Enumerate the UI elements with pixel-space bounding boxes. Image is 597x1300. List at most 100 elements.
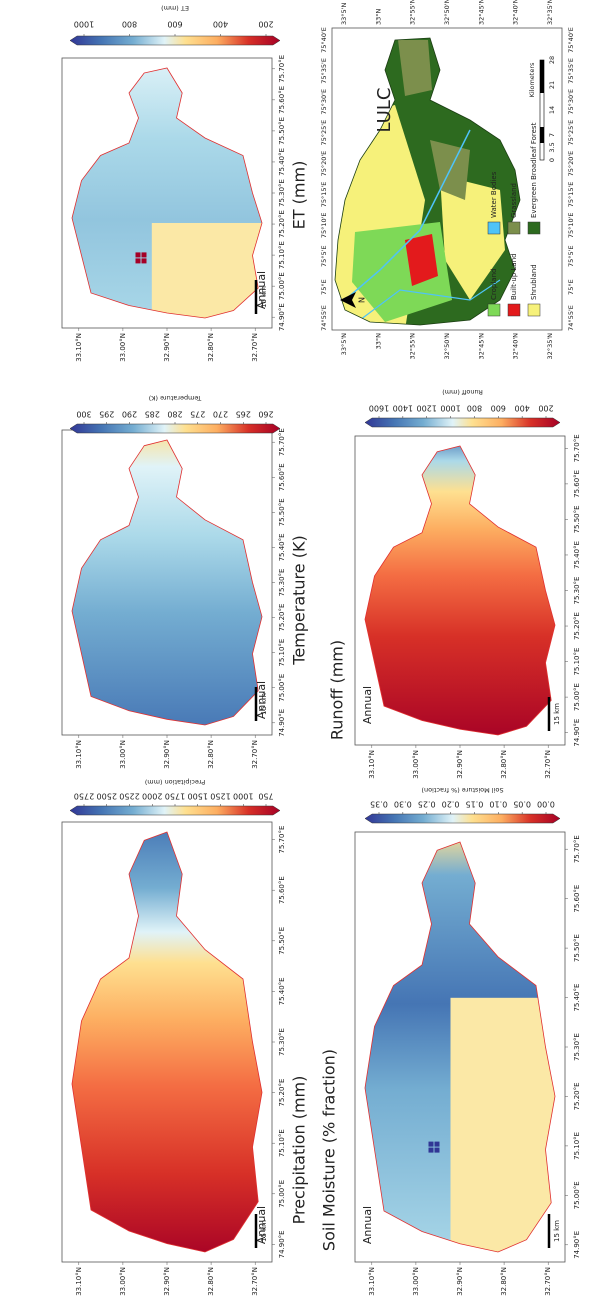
raster-fill bbox=[72, 440, 262, 725]
lat-tick-label: 32.80°N bbox=[500, 750, 508, 779]
panel-subtitle: Annual bbox=[255, 271, 268, 309]
raster bbox=[72, 832, 262, 1252]
raster-patch bbox=[450, 997, 555, 1252]
colorbar-tick-label: 1600 bbox=[369, 404, 389, 413]
lon-tick-label: 75°25'E bbox=[320, 120, 328, 146]
lat-tick-label: 32.80°N bbox=[207, 1267, 215, 1296]
lon-tick-label: 75°25'E bbox=[567, 120, 575, 146]
lon-tick-label: 74°55'E bbox=[320, 305, 328, 331]
colorbar-tick-label: 600 bbox=[491, 404, 506, 413]
lat-tick-label: 33.00°N bbox=[119, 740, 127, 769]
colorbar-tick-label: 800 bbox=[122, 20, 137, 29]
colorbar-tick-label: 0.15 bbox=[466, 800, 484, 809]
colorbar-tick-label: 300 bbox=[76, 410, 91, 419]
legend-swatch bbox=[487, 221, 501, 235]
lon-tick-label: 75.20°E bbox=[573, 1082, 581, 1110]
raster bbox=[72, 68, 262, 318]
lat-tick-label: 32°45'N bbox=[477, 0, 485, 25]
legend-label: Water Bodies bbox=[490, 171, 498, 218]
lon-tick-label: 75.50°E bbox=[278, 117, 286, 145]
lon-tick-label: 75.00°E bbox=[278, 674, 286, 702]
legend-swatch bbox=[507, 303, 521, 317]
raster-cell bbox=[141, 258, 147, 264]
colorbar-tick-label: 0.35 bbox=[370, 800, 388, 809]
scale-unit: Kilometers bbox=[528, 62, 536, 97]
colorbar bbox=[69, 423, 281, 434]
legend-swatch bbox=[487, 303, 501, 317]
colorbar-tick-label: 275 bbox=[190, 410, 205, 419]
lon-tick-label: 75.50°E bbox=[573, 505, 581, 533]
lat-tick-label: 32°40'N bbox=[512, 333, 520, 360]
lon-tick-label: 74.90°E bbox=[278, 709, 286, 737]
scale-label: 15 km bbox=[553, 1220, 561, 1242]
lon-tick-label: 75.10°E bbox=[278, 639, 286, 667]
lat-tick-label: 32°55'N bbox=[409, 0, 417, 25]
lat-tick-label: 33.10°N bbox=[75, 740, 83, 769]
colorbar-tick-label: 285 bbox=[145, 410, 160, 419]
lat-tick-label: 33.10°N bbox=[75, 1267, 83, 1296]
lon-tick-label: 75.60°E bbox=[573, 885, 581, 913]
scale-label: 15 km bbox=[260, 1220, 268, 1242]
panel-subtitle: Annual bbox=[361, 686, 374, 724]
lat-tick-label: 33°5'N bbox=[340, 333, 348, 355]
panel-title: ET (mm) bbox=[290, 161, 309, 230]
map-frame bbox=[331, 27, 563, 331]
lon-tick-label: 75.30°E bbox=[278, 179, 286, 207]
lat-tick-label: 33.00°N bbox=[412, 1267, 420, 1296]
lon-tick-label: 75°35'E bbox=[567, 58, 575, 84]
scale-label: 28 bbox=[548, 56, 556, 64]
colorbar-tick-label: 1200 bbox=[417, 404, 437, 413]
lat-tick-label: 33°N bbox=[374, 8, 382, 25]
panel-subtitle: Annual bbox=[255, 681, 268, 719]
lon-tick-label: 75.60°E bbox=[278, 86, 286, 114]
lon-tick-label: 75°20'E bbox=[320, 151, 328, 177]
raster-cell bbox=[428, 1147, 434, 1153]
lon-tick-label: 75.50°E bbox=[278, 498, 286, 526]
raster-patch bbox=[151, 223, 262, 318]
legend-label: Shrubland bbox=[530, 264, 538, 300]
lon-tick-label: 75.00°E bbox=[278, 1180, 286, 1208]
lon-tick-label: 74.90°E bbox=[573, 719, 581, 747]
scale-bar-segment bbox=[540, 127, 544, 143]
boundary bbox=[364, 841, 556, 1253]
lat-tick-label: 33.10°N bbox=[368, 1267, 376, 1296]
colorbar-tick-label: 0.00 bbox=[537, 800, 555, 809]
lat-tick-label: 32°35'N bbox=[546, 0, 554, 25]
lat-tick-label: 32°45'N bbox=[477, 333, 485, 360]
lat-tick-label: 33.10°N bbox=[75, 333, 83, 362]
lat-tick-label: 32.70°N bbox=[251, 1267, 259, 1296]
lon-tick-label: 75.60°E bbox=[573, 470, 581, 498]
lon-tick-label: 75°40'E bbox=[567, 27, 575, 53]
colorbar-tick-label: 200 bbox=[258, 20, 273, 29]
lat-tick-label: 32.70°N bbox=[251, 333, 259, 362]
raster-cell bbox=[434, 1147, 440, 1153]
lon-tick-label: 75.20°E bbox=[573, 612, 581, 640]
scale-label: 14 bbox=[548, 106, 556, 114]
lon-tick-label: 75.10°E bbox=[573, 1132, 581, 1160]
lat-tick-label: 32.80°N bbox=[207, 333, 215, 362]
scale-label: 0 bbox=[548, 158, 556, 162]
legend-label: Grassland bbox=[510, 183, 518, 218]
raster-fill bbox=[365, 446, 555, 735]
colorbar-tick-label: 400 bbox=[213, 20, 228, 29]
lulc-map bbox=[335, 38, 520, 325]
legend-swatch bbox=[527, 303, 541, 317]
scale-bar-segment bbox=[540, 60, 544, 93]
colorbar-tick-label: 400 bbox=[515, 404, 530, 413]
built-up bbox=[405, 234, 438, 286]
lon-tick-label: 75.30°E bbox=[573, 1033, 581, 1061]
legend-label: Evergreen Broadleaf Forest bbox=[530, 122, 538, 218]
colorbar-tick-label: 295 bbox=[99, 410, 114, 419]
lat-tick-label: 33°5'N bbox=[340, 3, 348, 25]
north-arrow bbox=[340, 292, 356, 308]
lon-tick-label: 75°5'E bbox=[567, 245, 575, 267]
lon-tick-label: 75°30'E bbox=[567, 89, 575, 115]
lat-tick-label: 32.70°N bbox=[251, 740, 259, 769]
colorbar-tick-label: 600 bbox=[167, 20, 182, 29]
scale-label: 7 bbox=[548, 133, 556, 137]
lon-tick-label: 74.90°E bbox=[278, 303, 286, 331]
raster bbox=[365, 842, 555, 1252]
raster-cell bbox=[135, 252, 141, 258]
lat-tick-label: 33.00°N bbox=[119, 333, 127, 362]
